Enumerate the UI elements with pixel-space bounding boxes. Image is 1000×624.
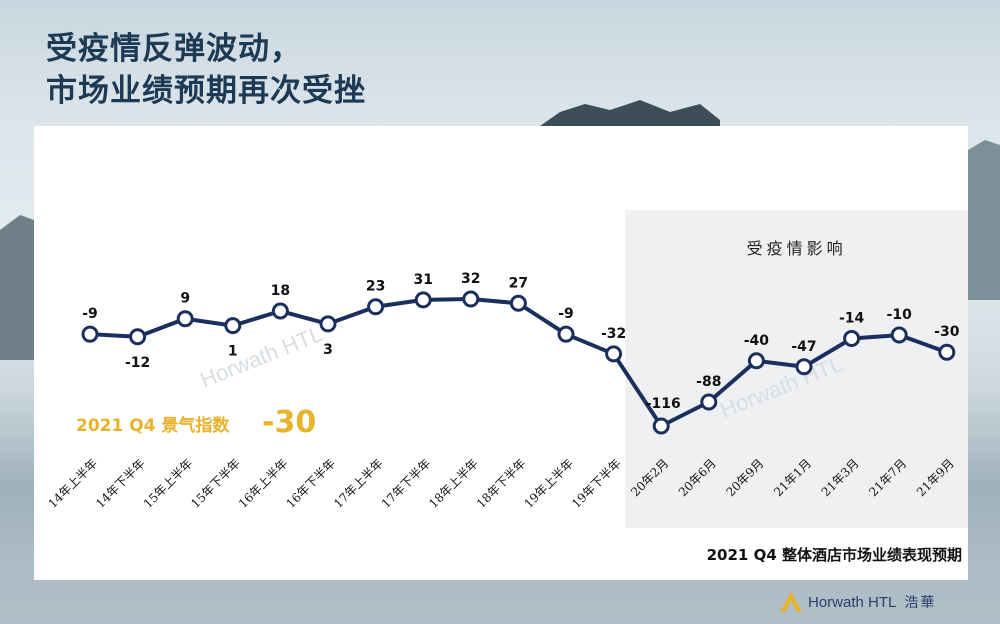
- watermark-text: Horwath HTL: [197, 321, 327, 393]
- data-point: [414, 291, 432, 309]
- brand-mark-icon: [780, 592, 802, 612]
- data-point: [700, 393, 718, 411]
- data-point: [557, 325, 575, 343]
- data-point: [129, 328, 147, 346]
- data-labels-group: -9 -12 9 1 18 3 23 31 32 27 -9 -32 -116 -88 -40 -47 -14 -…: [82, 271, 959, 412]
- brand-name-cn: 浩華: [904, 595, 937, 611]
- data-point: [890, 326, 908, 344]
- data-point: [81, 325, 99, 343]
- data-label: -116: [646, 396, 681, 412]
- chart-panel: 受疫情影响 Horwath HTL Horwath HTL -9 -12 9 1 18 3…: [34, 126, 968, 580]
- data-point: [224, 317, 242, 335]
- data-point: [938, 343, 956, 361]
- data-label: -10: [887, 307, 913, 323]
- data-label: -9: [558, 306, 574, 322]
- data-point: [176, 310, 194, 328]
- data-label: 32: [461, 271, 480, 287]
- chart-caption: 2021 Q4 整体酒店市场业绩表现预期: [707, 546, 962, 564]
- data-label: 31: [413, 272, 432, 288]
- data-point: [271, 302, 289, 320]
- data-point: [843, 329, 861, 347]
- data-label: -32: [601, 326, 626, 342]
- x-tick-label: 15年上半年: [141, 456, 196, 511]
- data-label: 23: [366, 279, 385, 295]
- data-label: 1: [228, 344, 238, 360]
- x-tick-label: 17年下半年: [379, 456, 434, 511]
- data-point: [747, 352, 765, 370]
- line-chart: 受疫情影响 Horwath HTL Horwath HTL -9-1291183…: [45, 210, 968, 564]
- data-point: [605, 345, 623, 363]
- data-label: 18: [271, 283, 290, 299]
- data-point: [319, 315, 337, 333]
- page-title: 受疫情反弹波动， 市场业绩预期再次受挫: [46, 28, 366, 112]
- x-tick-label: 14年下半年: [93, 456, 148, 511]
- x-tick-label: 17年上半年: [331, 456, 386, 511]
- data-label: -14: [839, 310, 865, 326]
- callout-label: 2021 Q4 景气指数: [76, 415, 230, 436]
- data-label: -47: [791, 339, 816, 355]
- x-tick-label: 18年下半年: [474, 456, 529, 511]
- data-points-group: [81, 290, 956, 435]
- brand-name: Horwath HTL: [808, 593, 897, 611]
- x-tick-label: 19年上半年: [521, 456, 576, 511]
- x-tick-label: 15年下半年: [188, 456, 243, 511]
- data-point: [462, 290, 480, 308]
- page-title-line-1: 受疫情反弹波动，: [46, 31, 302, 67]
- x-tick-label: 16年下半年: [283, 456, 338, 511]
- data-label: -88: [696, 374, 721, 390]
- data-label: -12: [125, 355, 150, 371]
- callout-value: -30: [262, 405, 316, 440]
- brand-logo: Horwath HTL 浩華: [780, 590, 936, 614]
- data-label: -30: [934, 324, 960, 340]
- data-label: 27: [509, 275, 528, 291]
- pandemic-impact-label: 受疫情影响: [747, 239, 847, 258]
- page-title-line-2: 市场业绩预期再次受挫: [46, 73, 366, 109]
- data-point: [795, 358, 813, 376]
- x-tick-label: 19年下半年: [569, 456, 624, 511]
- data-label: -9: [82, 306, 98, 322]
- data-label: 3: [323, 342, 333, 358]
- data-point: [509, 294, 527, 312]
- x-tick-label: 16年上半年: [236, 456, 291, 511]
- data-point: [652, 417, 670, 435]
- data-label: -40: [744, 333, 770, 349]
- x-tick-label: 14年上半年: [45, 456, 100, 511]
- data-point: [367, 298, 385, 316]
- x-tick-label: 18年上半年: [426, 456, 481, 511]
- data-label: 9: [180, 291, 190, 307]
